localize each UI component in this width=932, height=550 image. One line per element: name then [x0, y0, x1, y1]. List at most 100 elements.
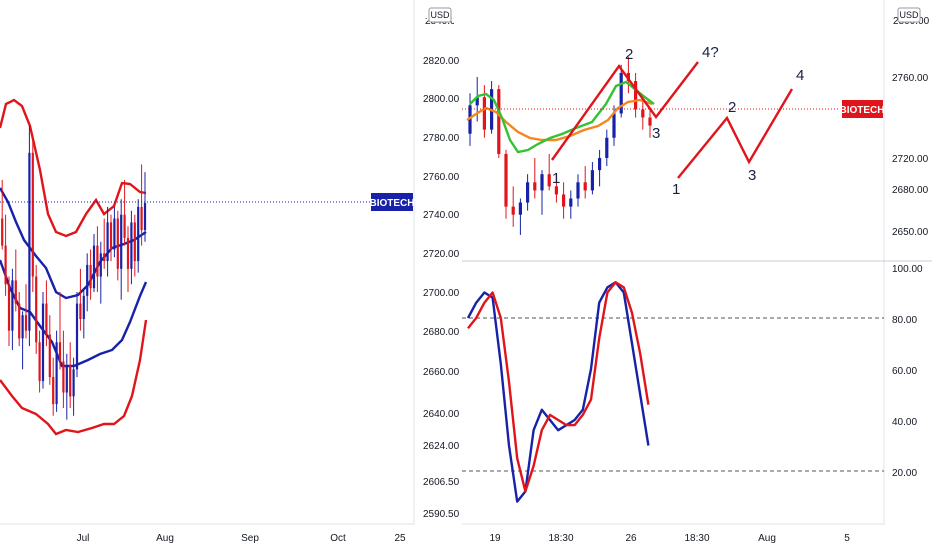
wave-label: 4 — [796, 67, 804, 84]
left-ytick: 2640.00 — [423, 409, 460, 420]
right-ytick: 2650.00 — [892, 227, 929, 238]
right-ytick: 2720.00 — [892, 154, 929, 165]
right-price-tag-label: BIOTECH — [840, 105, 885, 116]
left-candles — [1, 125, 147, 420]
candle-body — [82, 295, 85, 320]
candle-body — [52, 377, 55, 405]
right-xtick: 5 — [844, 533, 850, 544]
candle-body — [103, 253, 106, 262]
candle-body — [72, 369, 75, 397]
candle-body — [41, 303, 45, 381]
candle-body — [116, 218, 119, 269]
band-lower — [0, 319, 148, 436]
osc-ytick: 100.00 — [892, 264, 923, 275]
left-xtick: 25 — [394, 533, 406, 544]
candle-body — [86, 264, 89, 296]
right-usd-label: USD — [899, 10, 919, 20]
osc-ytick: 40.00 — [892, 417, 917, 428]
candle-body — [14, 280, 17, 304]
candle-body — [79, 303, 82, 320]
osc-ytick: 60.00 — [892, 366, 917, 377]
candle-body — [35, 276, 38, 343]
candle-body — [526, 182, 530, 203]
candle-body — [133, 222, 136, 262]
right-ytick: 2760.00 — [892, 73, 929, 84]
candle-body — [7, 284, 11, 331]
candle-body — [569, 198, 573, 207]
left-ytick: 2606.50 — [423, 477, 460, 488]
right-time-axis: 19 18:30 26 18:30 Aug 5 — [489, 533, 850, 544]
wave-label: 4? — [702, 44, 719, 61]
candle-body — [518, 202, 522, 215]
left-price-tag-label: BIOTECH — [370, 198, 415, 209]
candle-body — [18, 303, 21, 339]
right-xtick: 18:30 — [684, 533, 709, 544]
candle-body — [31, 152, 34, 277]
band-upper — [0, 98, 147, 238]
osc-axis: 100.00 80.00 60.00 40.00 20.00 — [892, 264, 923, 479]
left-ytick: 2740.00 — [423, 210, 460, 221]
left-ytick: 2760.00 — [423, 172, 460, 183]
left-ytick: 2720.00 — [423, 249, 460, 260]
right-xtick: 26 — [625, 533, 637, 544]
candle-body — [482, 97, 486, 130]
candle-body — [576, 182, 580, 199]
band-inner-upper — [0, 187, 147, 300]
left-ytick: 2624.00 — [423, 441, 460, 452]
candle-body — [583, 182, 587, 191]
candle-body — [562, 194, 566, 207]
candle-body — [65, 365, 68, 393]
wave-label: 1 — [672, 181, 680, 198]
candle-body — [554, 186, 558, 195]
candle-body — [130, 222, 133, 269]
ma-slow — [466, 98, 653, 142]
candle-body — [69, 365, 72, 397]
right-ytick: 2680.00 — [892, 185, 929, 196]
candle-body — [634, 81, 638, 110]
candle-body — [511, 206, 515, 215]
candle-body — [45, 303, 48, 335]
right-xtick: 19 — [489, 533, 501, 544]
wave-label: 2 — [625, 46, 633, 63]
candle-body — [641, 109, 645, 118]
candle-body — [126, 237, 130, 269]
candle-body — [468, 105, 472, 134]
candle-body — [619, 72, 623, 114]
candle-body — [38, 342, 41, 381]
candle-body — [89, 264, 92, 289]
oscillator-lines — [466, 281, 650, 503]
right-usd-badge: USD — [897, 7, 921, 23]
candle-body — [109, 222, 113, 250]
candle-body — [547, 174, 551, 187]
left-usd-badge: USD — [428, 7, 452, 23]
wave-label: 3 — [748, 167, 756, 184]
candle-body — [113, 218, 116, 250]
candle-body — [75, 303, 79, 370]
candle-body — [598, 158, 602, 171]
right-xtick: 18:30 — [548, 533, 573, 544]
candle-body — [1, 218, 4, 246]
left-ytick: 2800.00 — [423, 94, 460, 105]
osc-ytick: 20.00 — [892, 468, 917, 479]
candle-body — [96, 245, 99, 277]
candle-body — [21, 315, 24, 339]
candle-body — [475, 97, 479, 106]
wave-label: 3 — [652, 125, 660, 142]
left-price-axis: 2840.00 USD 2820.00 2800.00 2780.00 2760… — [423, 7, 460, 520]
left-ytick: 2780.00 — [423, 133, 460, 144]
elliott-wave-projection — [551, 61, 794, 179]
candle-body — [140, 206, 143, 231]
left-xtick: Sep — [241, 533, 259, 544]
wave-line — [551, 61, 699, 161]
right-moving-averages — [466, 80, 655, 154]
candle-body — [28, 152, 31, 331]
candle-body — [590, 170, 594, 191]
left-usd-label: USD — [430, 10, 450, 20]
candle-body — [58, 342, 62, 362]
right-price-tag: BIOTECH — [840, 100, 885, 118]
oscillator-series — [466, 281, 650, 503]
candle-body — [106, 222, 109, 262]
ma-fast — [469, 80, 655, 154]
candle-body — [137, 206, 140, 262]
